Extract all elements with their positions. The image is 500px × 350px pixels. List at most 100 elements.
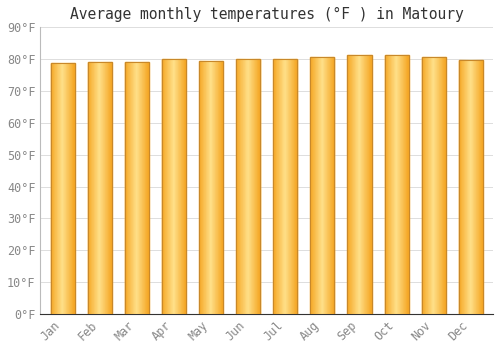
- Bar: [432, 57, 433, 314]
- Bar: [178, 59, 180, 314]
- Bar: [236, 59, 238, 314]
- Bar: [349, 55, 350, 314]
- Bar: [422, 57, 423, 314]
- Bar: [170, 59, 171, 314]
- Bar: [214, 61, 215, 314]
- Title: Average monthly temperatures (°F ) in Matoury: Average monthly temperatures (°F ) in Ma…: [70, 7, 464, 22]
- Bar: [59, 63, 60, 314]
- Bar: [63, 63, 64, 314]
- Bar: [246, 59, 247, 314]
- Bar: [130, 62, 131, 314]
- Bar: [201, 61, 202, 314]
- Bar: [403, 55, 404, 314]
- Bar: [104, 62, 105, 314]
- Bar: [219, 61, 220, 314]
- Bar: [470, 60, 471, 314]
- Bar: [352, 55, 353, 314]
- Bar: [310, 57, 311, 314]
- Bar: [285, 59, 286, 314]
- Bar: [287, 59, 288, 314]
- Bar: [364, 55, 365, 314]
- Bar: [185, 59, 186, 314]
- Bar: [131, 62, 132, 314]
- Bar: [213, 61, 214, 314]
- Bar: [99, 62, 100, 314]
- Bar: [248, 59, 250, 314]
- Bar: [294, 59, 295, 314]
- Bar: [175, 59, 176, 314]
- Bar: [329, 57, 330, 314]
- Bar: [462, 60, 463, 314]
- Bar: [384, 55, 408, 314]
- Bar: [128, 62, 129, 314]
- Bar: [469, 60, 470, 314]
- Bar: [333, 57, 334, 314]
- Bar: [422, 57, 446, 314]
- Bar: [402, 55, 403, 314]
- Bar: [396, 55, 397, 314]
- Bar: [318, 57, 320, 314]
- Bar: [284, 59, 285, 314]
- Bar: [56, 63, 57, 314]
- Bar: [476, 60, 477, 314]
- Bar: [386, 55, 387, 314]
- Bar: [199, 61, 223, 314]
- Bar: [356, 55, 357, 314]
- Bar: [363, 55, 364, 314]
- Bar: [216, 61, 217, 314]
- Bar: [65, 63, 66, 314]
- Bar: [481, 60, 482, 314]
- Bar: [98, 62, 99, 314]
- Bar: [89, 62, 90, 314]
- Bar: [139, 62, 140, 314]
- Bar: [458, 60, 460, 314]
- Bar: [322, 57, 323, 314]
- Bar: [355, 55, 356, 314]
- Bar: [479, 60, 480, 314]
- Bar: [331, 57, 332, 314]
- Bar: [177, 59, 178, 314]
- Bar: [257, 59, 258, 314]
- Bar: [140, 62, 141, 314]
- Bar: [473, 60, 474, 314]
- Bar: [108, 62, 110, 314]
- Bar: [52, 63, 53, 314]
- Bar: [348, 55, 349, 314]
- Bar: [366, 55, 368, 314]
- Bar: [471, 60, 472, 314]
- Bar: [384, 55, 385, 314]
- Bar: [320, 57, 321, 314]
- Bar: [428, 57, 429, 314]
- Bar: [461, 60, 462, 314]
- Bar: [434, 57, 435, 314]
- Bar: [247, 59, 248, 314]
- Bar: [280, 59, 281, 314]
- Bar: [239, 59, 240, 314]
- Bar: [440, 57, 441, 314]
- Bar: [314, 57, 315, 314]
- Bar: [106, 62, 107, 314]
- Bar: [133, 62, 134, 314]
- Bar: [209, 61, 210, 314]
- Bar: [61, 63, 62, 314]
- Bar: [162, 59, 186, 314]
- Bar: [478, 60, 479, 314]
- Bar: [390, 55, 391, 314]
- Bar: [312, 57, 314, 314]
- Bar: [245, 59, 246, 314]
- Bar: [463, 60, 464, 314]
- Bar: [323, 57, 324, 314]
- Bar: [105, 62, 106, 314]
- Bar: [162, 59, 163, 314]
- Bar: [148, 62, 149, 314]
- Bar: [351, 55, 352, 314]
- Bar: [92, 62, 93, 314]
- Bar: [395, 55, 396, 314]
- Bar: [70, 63, 71, 314]
- Bar: [283, 59, 284, 314]
- Bar: [427, 57, 428, 314]
- Bar: [288, 59, 289, 314]
- Bar: [275, 59, 276, 314]
- Bar: [144, 62, 145, 314]
- Bar: [407, 55, 408, 314]
